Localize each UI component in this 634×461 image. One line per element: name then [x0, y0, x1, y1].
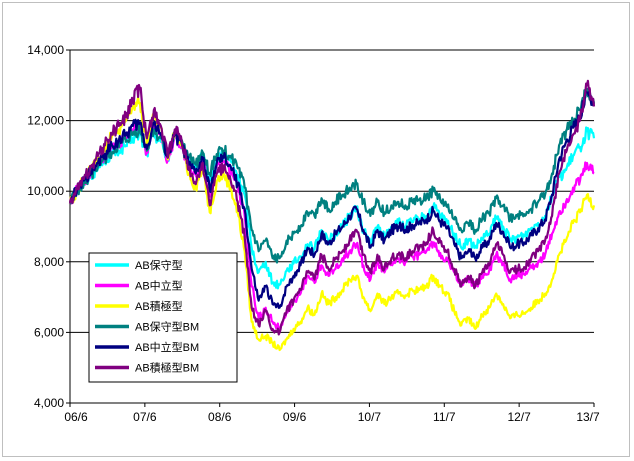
y-tick-label: 12,000: [27, 114, 64, 128]
axes: [66, 49, 595, 407]
x-tick-labels: 06/6 07/6 08/6 09/6 10/7 11/7 12/7 13/7: [64, 410, 600, 424]
y-tick-label: 4,000: [34, 396, 64, 410]
legend-label: AB保守型BM: [135, 320, 199, 334]
x-tick-label: 06/6: [64, 410, 88, 424]
x-tick-label: 13/7: [576, 410, 600, 424]
y-tick-labels: 4,000 6,000 8,000 10,000 12,000 14,000: [27, 43, 64, 410]
legend-label: AB保守型: [135, 258, 183, 272]
series-line: [69, 88, 596, 309]
legend-label: AB積極型: [135, 299, 183, 313]
series-lines: [68, 79, 596, 352]
x-tick-label: 10/7: [358, 410, 382, 424]
y-tick-label: 6,000: [34, 325, 64, 339]
series-line: [68, 79, 596, 336]
legend-label: AB中立型: [135, 279, 183, 293]
x-tick-label: 12/7: [507, 410, 531, 424]
legend: AB保守型 AB中立型 AB積極型 AB保守型BM AB中立型BM AB積極型BM: [88, 252, 238, 383]
legend-box: [88, 252, 238, 383]
legend-label: AB積極型BM: [135, 361, 199, 375]
y-tick-label: 14,000: [27, 43, 64, 57]
legend-label: AB中立型BM: [135, 340, 199, 354]
x-tick-label: 09/6: [283, 410, 307, 424]
y-tick-label: 10,000: [27, 184, 64, 198]
x-tick-label: 07/6: [133, 410, 157, 424]
x-tick-label: 08/6: [208, 410, 232, 424]
y-tick-label: 8,000: [34, 255, 64, 269]
x-tick-label: 11/7: [433, 410, 456, 424]
series-line: [69, 87, 596, 264]
